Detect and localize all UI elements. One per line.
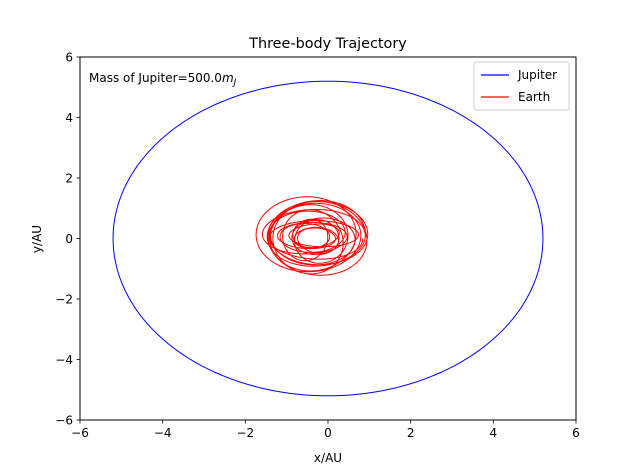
legend-box (473, 61, 570, 111)
y-tick-label: 6 (65, 51, 73, 65)
y-tick-label: −4 (55, 353, 73, 367)
x-tick-label: 6 (572, 426, 580, 440)
y-tick-label: 0 (65, 232, 73, 246)
y-tick-label: 2 (65, 172, 73, 186)
legend-label-jupiter: Jupiter (517, 68, 557, 82)
mass-annotation: Mass of Jupiter=500.0mJ (89, 71, 237, 88)
x-tick-label: −2 (236, 426, 254, 440)
x-tick-label: −6 (71, 426, 89, 440)
x-tick-label: 2 (407, 426, 415, 440)
jupiter-orbit-line (112, 80, 544, 397)
mass-annotation-prefix: Mass of Jupiter=500.0 (89, 71, 222, 85)
y-axis-label: y/AU (30, 225, 44, 253)
x-axis-label: x/AU (314, 451, 342, 465)
y-tick-label: −2 (55, 293, 73, 307)
y-tick-label: −6 (55, 414, 73, 428)
chart-title: Three-body Trajectory (248, 36, 407, 52)
legend: Jupiter Earth (473, 61, 570, 111)
y-axis-ticks: −6 −4 −2 0 2 4 6 (55, 51, 80, 428)
earth-orbit-line (255, 196, 369, 276)
x-tick-label: −4 (154, 426, 172, 440)
mass-annotation-symbol: m (222, 71, 234, 85)
plot-area (112, 80, 544, 397)
x-axis-ticks: −6 −4 −2 0 2 4 6 (71, 420, 580, 440)
y-tick-label: 4 (65, 111, 73, 125)
mass-annotation-subscript: J (232, 78, 237, 88)
legend-label-earth: Earth (518, 90, 550, 104)
x-tick-label: 4 (490, 426, 498, 440)
x-tick-label: 0 (324, 426, 332, 440)
